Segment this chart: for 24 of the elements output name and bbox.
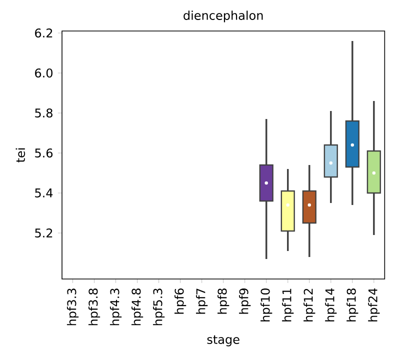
chart-title: diencephalon <box>184 10 263 22</box>
x-tick-label: hpf24 <box>368 288 380 322</box>
y-tick-label: 5.4 <box>35 188 53 198</box>
x-tick-label: hpf12 <box>304 288 316 322</box>
x-tick-label: hpf3.8 <box>88 288 100 326</box>
y-tick-label: 6.0 <box>35 68 52 78</box>
x-tick-label: hpf5.3 <box>152 288 165 326</box>
x-tick-label: hpf18 <box>346 288 358 322</box>
x-tick-label: hpf8 <box>218 288 230 314</box>
y-tick-label: 6.2 <box>35 28 52 38</box>
x-tick-label: hpf4.8 <box>131 288 144 326</box>
x-tick-label: hpf11 <box>282 288 294 322</box>
y-tick-label: 5.8 <box>35 108 52 118</box>
x-tick-label: hpf10 <box>260 288 272 322</box>
x-tick-label: hpf9 <box>239 288 251 314</box>
x-tick-label: hpf7 <box>196 288 208 314</box>
y-tick-label: 5.6 <box>35 148 53 158</box>
x-tick-label: hpf14 <box>325 288 337 322</box>
x-tick-label: hpf4.3 <box>110 288 122 326</box>
y-axis-title: tei <box>16 148 26 162</box>
x-tick-label: hpf3.3 <box>66 288 79 326</box>
x-axis-title: stage <box>207 335 240 346</box>
x-tick-label: hpf6 <box>174 288 186 314</box>
y-tick-label: 5.2 <box>35 228 52 238</box>
